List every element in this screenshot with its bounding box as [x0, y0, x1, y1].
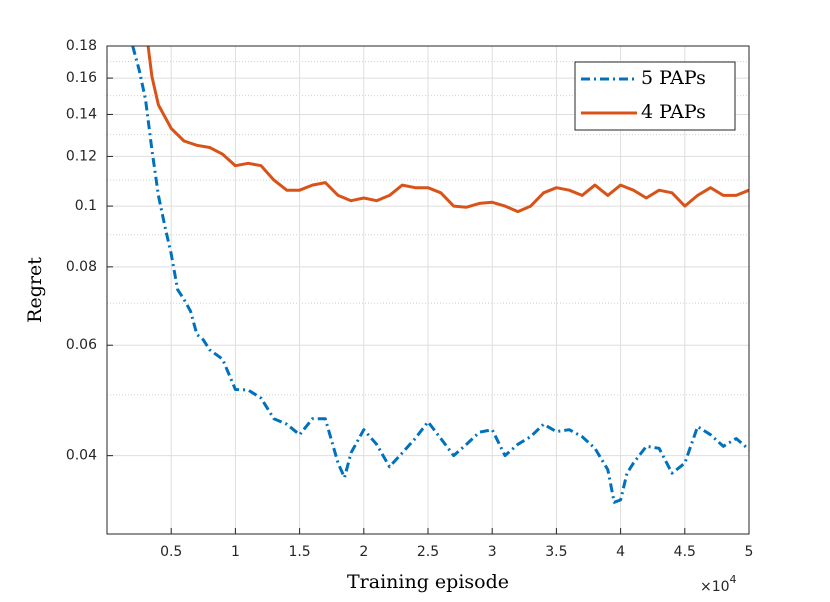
- legend: 5 PAPs 4 PAPs: [574, 61, 736, 131]
- series-line: [131, 46, 749, 504]
- y-tick-label: 0.04: [66, 448, 97, 464]
- lines: [131, 46, 749, 504]
- x-tick-label: 1: [231, 544, 240, 560]
- x-tick-label: 5: [745, 544, 754, 560]
- x-multiplier: ×104: [700, 573, 737, 595]
- x-multiplier-base: ×10: [700, 579, 730, 595]
- legend-box: [574, 61, 736, 131]
- y-tick-label: 0.06: [66, 337, 97, 353]
- y-tick-label: 0.16: [66, 70, 97, 86]
- legend-label: 5 PAPs: [641, 67, 706, 89]
- x-tick-label: 2.5: [417, 544, 439, 560]
- x-tick-label: 4: [616, 544, 625, 560]
- y-tick-label: 0.18: [66, 38, 97, 54]
- y-tick-label: 0.08: [66, 259, 97, 275]
- x-multiplier-exp: 4: [730, 573, 737, 586]
- y-tick-label: 0.14: [66, 106, 97, 122]
- x-tick-label: 3: [488, 544, 497, 560]
- legend-label: 4 PAPs: [641, 101, 706, 123]
- y-tick-label: 0.12: [66, 148, 97, 164]
- y-tick-label: 0.1: [75, 198, 97, 214]
- x-tick-label: 4.5: [674, 544, 696, 560]
- x-tick-label: 3.5: [545, 544, 567, 560]
- x-axis-label: Training episode: [347, 571, 509, 593]
- series-line: [146, 46, 749, 214]
- x-tick-label: 0.5: [160, 544, 182, 560]
- y-axis-label: Regret: [24, 257, 46, 323]
- x-tick-label: 2: [359, 544, 368, 560]
- x-tick-label: 1.5: [288, 544, 310, 560]
